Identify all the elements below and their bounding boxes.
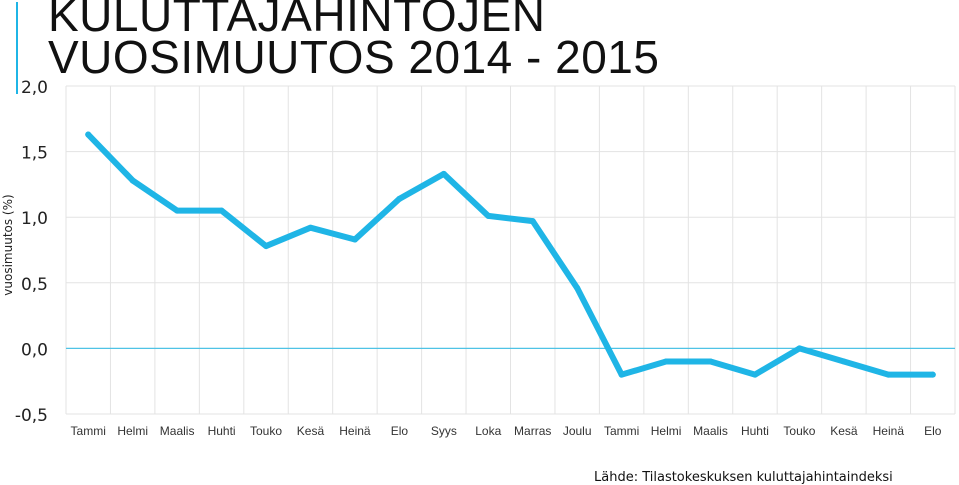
x-tick-label: Elo xyxy=(391,424,409,438)
y-tick-label: 1,5 xyxy=(21,144,48,164)
data-point xyxy=(351,236,358,243)
data-point xyxy=(885,371,892,378)
chart-title-line-2: VUOSIMUUTOS 2014 - 2015 xyxy=(48,31,660,83)
x-tick-label: Syys xyxy=(431,424,457,438)
data-point xyxy=(707,358,714,365)
x-tick-label: Kesä xyxy=(830,424,858,438)
title-accent-bar xyxy=(16,2,18,94)
x-tick-label: Maalis xyxy=(693,424,728,438)
data-point xyxy=(529,218,536,225)
x-tick-label: Elo xyxy=(924,424,942,438)
data-point xyxy=(485,212,492,219)
data-point xyxy=(663,358,670,365)
data-point xyxy=(85,131,92,138)
data-point xyxy=(574,285,581,292)
x-tick-label: Touko xyxy=(250,424,282,438)
x-tick-label: Helmi xyxy=(651,424,682,438)
x-tick-label: Tammi xyxy=(71,424,106,438)
data-point xyxy=(263,243,270,250)
chart-series xyxy=(85,131,936,378)
x-tick-label: Huhti xyxy=(208,424,236,438)
x-tick-label: Tammi xyxy=(604,424,639,438)
chart-title-line-1: KULUTTAJAHINTOJEN xyxy=(48,0,546,41)
y-tick-label: -0,5 xyxy=(15,406,48,426)
data-point xyxy=(396,195,403,202)
chart-grid xyxy=(65,85,956,415)
x-axis-ticks: Tammi Helmi Maalis Huhti Touko Kesä Heinä Elo Sy… xyxy=(71,424,942,438)
x-tick-label: Loka xyxy=(475,424,501,438)
data-point xyxy=(796,345,803,352)
x-tick-label: Touko xyxy=(783,424,815,438)
series-line xyxy=(85,131,936,378)
data-point xyxy=(218,207,225,214)
data-point xyxy=(440,170,447,177)
y-tick-label: 1,0 xyxy=(21,209,48,229)
x-tick-label: Heinä xyxy=(339,424,371,438)
y-axis-ticks: -0,5 0,0 0,5 1,0 1,5 2,0 xyxy=(15,78,48,426)
x-tick-label: Joulu xyxy=(563,424,592,438)
y-tick-label: 0,0 xyxy=(21,340,48,360)
x-tick-label: Maalis xyxy=(160,424,195,438)
x-tick-label: Marras xyxy=(514,424,551,438)
data-point xyxy=(129,177,136,184)
x-tick-label: Heinä xyxy=(873,424,905,438)
data-point xyxy=(307,224,314,231)
y-axis-label-text: vuosimuutos (%) xyxy=(1,194,15,296)
x-tick-label: Kesä xyxy=(297,424,325,438)
data-point xyxy=(929,371,936,378)
data-point xyxy=(618,371,625,378)
source-note: Lähde: Tilastokeskuksen kuluttajahintain… xyxy=(594,470,893,485)
data-point xyxy=(174,207,181,214)
y-tick-label: 0,5 xyxy=(21,275,48,295)
data-point xyxy=(840,358,847,365)
x-tick-label: Huhti xyxy=(741,424,769,438)
x-tick-label: Helmi xyxy=(117,424,148,438)
y-tick-label: 2,0 xyxy=(21,78,48,98)
data-point xyxy=(751,371,758,378)
chart-title: KULUTTAJAHINTOJEN VUOSIMUUTOS 2014 - 201… xyxy=(48,0,659,80)
